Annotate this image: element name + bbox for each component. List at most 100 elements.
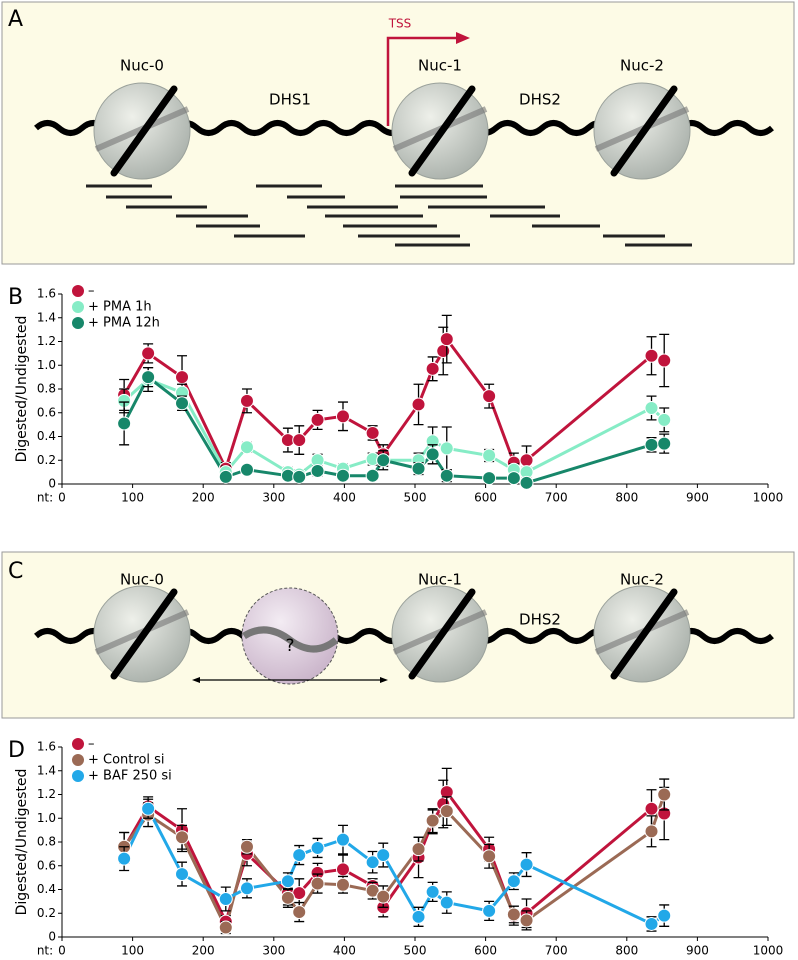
point (175, 867, 190, 882)
series-line (122, 335, 665, 473)
point (117, 851, 132, 866)
tss-arrowhead (456, 32, 470, 44)
nuc-label: Nuc-1 (418, 57, 462, 75)
series-line (122, 374, 665, 485)
point (335, 468, 350, 483)
point (657, 353, 672, 368)
point (436, 344, 451, 358)
x-tick-label: 600 (474, 491, 497, 505)
point (239, 881, 254, 896)
point (239, 839, 254, 854)
legend-label: + BAF 250 si (88, 769, 172, 784)
x-tick-label: 0 (58, 944, 66, 958)
point (411, 461, 426, 476)
point (506, 471, 521, 486)
legend-marker (72, 770, 84, 782)
legend-label: – (88, 284, 95, 299)
x-tick-label: 400 (333, 491, 356, 505)
point (141, 801, 156, 816)
point (292, 433, 307, 448)
panel-label: C (8, 559, 23, 584)
y-tick-label: 1.4 (37, 310, 56, 324)
y-tick-label: 0.4 (37, 882, 56, 896)
point (425, 447, 440, 462)
point (239, 462, 254, 477)
point (376, 848, 391, 863)
nuc-label: Nuc-0 (120, 571, 164, 589)
y-tick-label: 0 (48, 477, 56, 491)
point (657, 908, 672, 923)
legend-marker (72, 754, 84, 766)
panel-label: D (8, 738, 25, 763)
y-tick-label: 1.2 (37, 334, 56, 348)
point (175, 830, 190, 845)
y-axis-label: Digested/Undigested (14, 769, 30, 916)
unknown-label: ? (285, 636, 294, 656)
point (644, 916, 659, 931)
x-tick-label: 800 (615, 944, 638, 958)
point (335, 409, 350, 424)
point (519, 475, 534, 490)
point (310, 412, 325, 427)
dhs-label: DHS2 (519, 611, 561, 629)
y-tick-label: 1.0 (37, 811, 56, 825)
point (644, 401, 659, 415)
x-tick-label: 1000 (753, 491, 784, 505)
panel-label: A (8, 7, 23, 32)
point (292, 469, 307, 484)
x-tick-label: 0 (58, 491, 66, 505)
point (482, 849, 497, 864)
point (482, 448, 497, 463)
point (218, 469, 233, 484)
legend-marker (72, 738, 84, 750)
point (141, 370, 156, 385)
y-tick-label: 0 (48, 930, 56, 944)
point (482, 471, 497, 486)
point (439, 332, 454, 347)
point (175, 396, 190, 411)
point (657, 412, 672, 427)
x-axis-label: nt: (37, 944, 53, 958)
point (310, 840, 325, 855)
point (280, 890, 295, 905)
point (335, 877, 350, 892)
nuc-label: Nuc-1 (418, 571, 462, 589)
legend-label: – (88, 737, 95, 752)
point (292, 905, 307, 920)
y-tick-label: 0.8 (37, 382, 56, 396)
x-tick-label: 500 (404, 944, 427, 958)
x-tick-label: 600 (474, 944, 497, 958)
x-tick-label: 500 (404, 491, 427, 505)
nuc-label: Nuc-0 (120, 57, 164, 75)
point (519, 857, 534, 872)
y-tick-label: 1.4 (37, 763, 56, 777)
y-tick-label: 0.8 (37, 835, 56, 849)
x-tick-label: 700 (545, 491, 568, 505)
point (292, 848, 307, 863)
point (439, 895, 454, 910)
nuc-label: Nuc-2 (620, 57, 664, 75)
point (310, 463, 325, 478)
dna-wrap (610, 588, 678, 680)
x-tick-label: 1000 (753, 944, 784, 958)
tss-arrow (386, 36, 458, 126)
point (482, 389, 497, 404)
point (411, 842, 426, 857)
y-tick-label: 0.2 (37, 453, 56, 467)
y-tick-label: 0.6 (37, 405, 56, 419)
x-tick-label: 400 (333, 944, 356, 958)
point (365, 468, 380, 483)
point (280, 874, 295, 889)
x-tick-label: 900 (686, 944, 709, 958)
legend-label: + PMA 1h (88, 300, 152, 315)
point (141, 346, 156, 361)
series-line (122, 788, 665, 926)
point (439, 441, 454, 456)
point (644, 824, 659, 839)
legend-label: + PMA 12h (88, 316, 160, 331)
point (657, 787, 672, 802)
legend-label: + Control si (88, 753, 165, 768)
point (411, 397, 426, 412)
point (644, 348, 659, 363)
x-tick-label: 200 (192, 491, 215, 505)
